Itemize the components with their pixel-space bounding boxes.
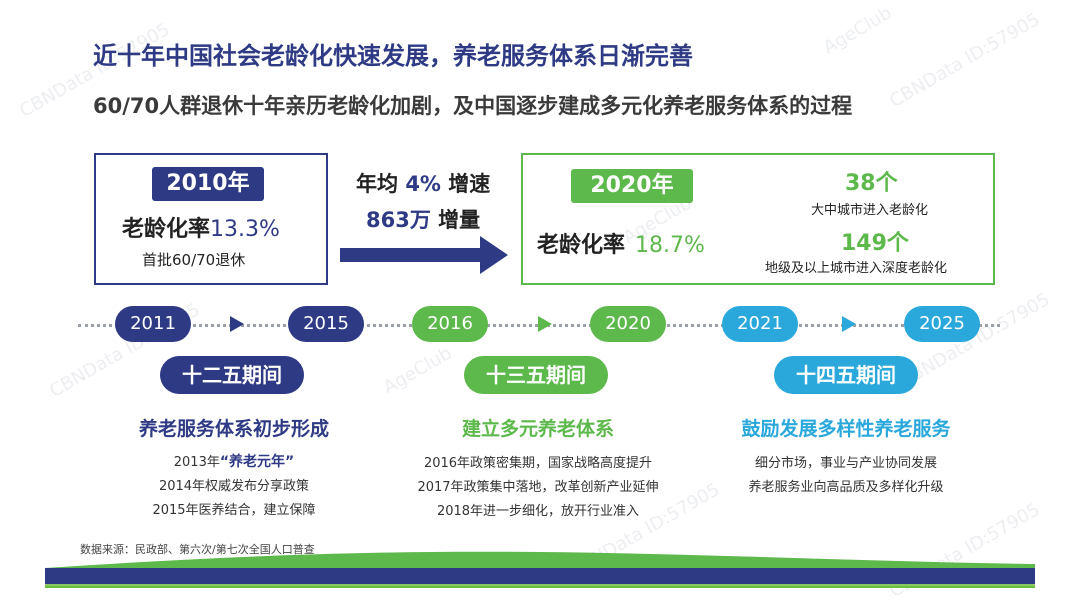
triangle-right-icon	[842, 316, 856, 332]
phase-details-13th: 2016年政策密集期，国家战略高度提升 2017年政策集中落地，改革创新产业延伸…	[396, 452, 680, 524]
watermark-text: CBNData ID:57905	[886, 9, 1044, 112]
detail-line: 养老服务业向高品质及多样化升级	[748, 480, 944, 495]
period-label-14th: 十四五期间	[774, 356, 918, 394]
city-count-149: 149个	[841, 231, 909, 256]
aging-rate-value: 18.7%	[635, 233, 705, 258]
year-badge-2010: 2010年	[152, 167, 264, 201]
detail-line: 细分市场，事业与产业协同发展	[754, 456, 937, 471]
detail-line: 2018年进一步细化，放开行业准入	[436, 504, 640, 519]
watermark-text: AgeClub	[819, 2, 896, 59]
growth-prefix: 年均	[356, 172, 398, 196]
page-title: 近十年中国社会老龄化快速发展，养老服务体系日渐完善	[93, 42, 693, 70]
growth-suffix: 增速	[448, 172, 491, 196]
aging-rate-label: 老龄化率	[537, 233, 626, 258]
detail-line: 2014年权威发布分享政策	[158, 479, 310, 494]
box-2020: 2020年 老龄化率 18.7% 38个 大中城市进入老龄化 149个 地级及以上…	[521, 153, 995, 285]
arrow-right-icon	[340, 236, 508, 274]
year-pill-2011: 2011	[115, 306, 191, 342]
retire-note: 首批60/70退休	[142, 251, 246, 269]
growth-amount-value: 863万	[366, 208, 431, 232]
year-pill-2021: 2021	[722, 306, 798, 342]
page-subtitle: 60/70人群退休十年亲历老龄化加剧，及中国逐步建成多元化养老服务体系的过程	[93, 94, 853, 118]
detail-line: 2013年“养老元年”	[173, 454, 295, 470]
phase-details-12th: 2013年“养老元年” 2014年权威发布分享政策 2015年医养结合，建立保障	[92, 450, 376, 523]
growth-rate: 年均 4% 增速	[356, 168, 490, 198]
highlight-text: “养老元年”	[219, 454, 295, 470]
period-label-13th: 十三五期间	[464, 356, 608, 394]
triangle-right-icon	[230, 316, 244, 332]
triangle-right-icon	[538, 316, 552, 332]
watermark-text: AgeClub	[379, 342, 456, 399]
city-count-38-label: 大中城市进入老龄化	[811, 203, 929, 218]
detail-line: 2016年政策密集期，国家战略高度提升	[423, 456, 653, 471]
phase-title-14th: 鼓励发展多样性养老服务	[741, 418, 951, 440]
phase-title-12th: 养老服务体系初步形成	[138, 418, 329, 440]
box-2010: 2010年 老龄化率13.3% 首批60/70退休	[94, 153, 328, 285]
city-count-149-label: 地级及以上城市进入深度老龄化	[765, 261, 948, 276]
year-pill-2016: 2016	[412, 306, 488, 342]
aging-rate-label: 老龄化率	[122, 217, 211, 242]
wave-decoration	[45, 551, 1035, 588]
aging-rate-2020: 老龄化率 18.7%	[537, 227, 705, 259]
year-pill-2020: 2020	[590, 306, 666, 342]
aging-rate-value: 13.3%	[210, 217, 280, 242]
city-count-38: 38个	[845, 171, 898, 196]
year-badge-2020: 2020年	[571, 169, 693, 203]
phase-title-13th: 建立多元养老体系	[461, 418, 614, 440]
year-pill-2025: 2025	[904, 306, 980, 342]
period-label-12th: 十二五期间	[160, 356, 304, 394]
growth-rate-value: 4%	[405, 172, 441, 196]
data-source: 数据来源：民政部、第六次/第七次全国人口普查	[80, 543, 315, 556]
aging-rate-2010: 老龄化率13.3%	[122, 211, 280, 243]
phase-details-14th: 细分市场，事业与产业协同发展 养老服务业向高品质及多样化升级	[704, 452, 988, 500]
year-pill-2015: 2015	[288, 306, 364, 342]
growth-amount: 863万 增量	[366, 204, 480, 234]
detail-line: 2017年政策集中落地，改革创新产业延伸	[417, 480, 659, 495]
growth-amount-suffix: 增量	[438, 208, 481, 232]
detail-line: 2015年医养结合，建立保障	[152, 503, 316, 518]
